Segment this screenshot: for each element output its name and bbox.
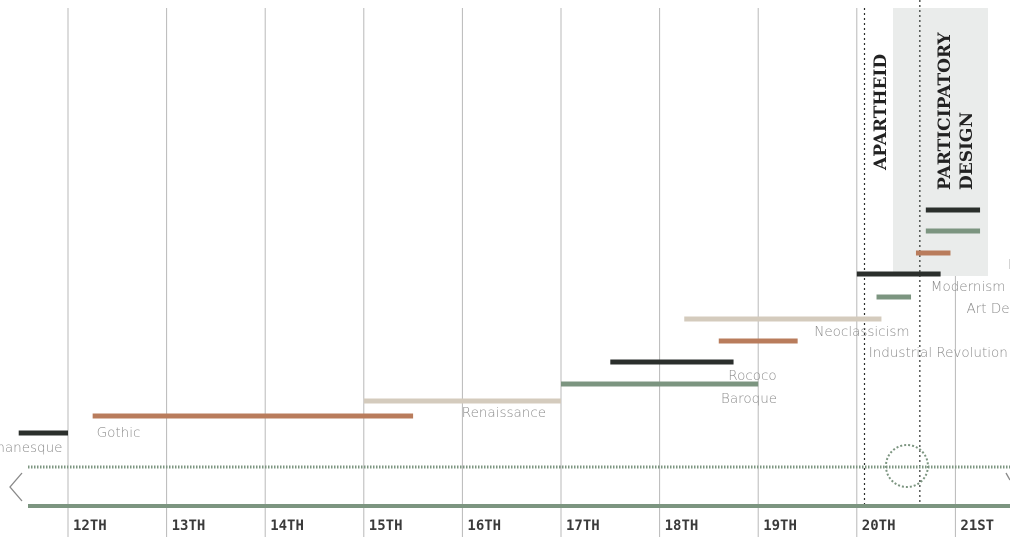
century-label: 21ST bbox=[960, 518, 994, 534]
era-label: Art Deco bbox=[967, 301, 1010, 317]
highlight-label-line: APARTHEID bbox=[871, 54, 891, 171]
era-bar bbox=[561, 381, 759, 387]
era-bar bbox=[925, 207, 981, 213]
era-label: Neoclassicism bbox=[814, 324, 909, 340]
era-bar bbox=[684, 316, 882, 322]
era-bar bbox=[856, 271, 941, 277]
era-bar bbox=[363, 398, 561, 404]
century-label: 13TH bbox=[172, 518, 206, 534]
era-bar bbox=[925, 228, 981, 234]
era-bar bbox=[915, 250, 951, 256]
era-label: Modernism bbox=[931, 279, 1006, 295]
century-label: 15TH bbox=[369, 518, 403, 534]
century-label: 18TH bbox=[665, 518, 699, 534]
era-label: Gothic bbox=[97, 425, 141, 441]
era-bar bbox=[610, 359, 734, 365]
highlight-label: APARTHEID bbox=[871, 54, 891, 171]
highlight-label-line: DESIGN bbox=[957, 112, 977, 190]
chevron-left-icon[interactable] bbox=[9, 472, 23, 502]
century-label: 16TH bbox=[467, 518, 501, 534]
highlight-label: PARTICIPATORY DESIGN bbox=[935, 31, 977, 190]
era-label: Renaissance bbox=[462, 405, 546, 421]
era-bar bbox=[92, 413, 414, 419]
era-bar bbox=[876, 294, 912, 300]
chevron-right-icon[interactable] bbox=[1005, 472, 1010, 481]
timeline-scrubber-handle[interactable] bbox=[884, 444, 929, 488]
highlight-label-line: PARTICIPATORY bbox=[935, 31, 955, 190]
century-label: 14TH bbox=[270, 518, 304, 534]
century-label: 12TH bbox=[73, 518, 107, 534]
timeline-track[interactable] bbox=[28, 444, 1010, 508]
era-label: Industrial Revolution bbox=[869, 345, 1008, 361]
era-label: Baroque bbox=[721, 391, 777, 407]
era-bars: Romanesque Gothic Renaissance Baroque Rococo… bbox=[0, 207, 1010, 456]
era-bar bbox=[18, 430, 68, 436]
era-label: Romanesque bbox=[0, 440, 62, 456]
era-label: Rococo bbox=[728, 368, 776, 384]
century-axis: 12TH 13TH 14TH 15TH 16TH 17TH 18TH 19TH 20TH 21ST bbox=[73, 518, 994, 534]
century-label: 19TH bbox=[763, 518, 797, 534]
era-label: Post Modern bbox=[1008, 257, 1010, 273]
timeline-navigation bbox=[9, 472, 1010, 502]
century-label: 17TH bbox=[566, 518, 600, 534]
era-bar bbox=[718, 338, 798, 344]
century-label: 20TH bbox=[862, 518, 896, 534]
